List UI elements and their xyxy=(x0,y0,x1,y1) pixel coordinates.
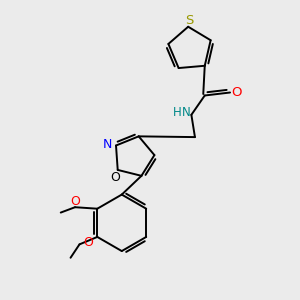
Text: S: S xyxy=(185,14,194,27)
Text: O: O xyxy=(110,171,120,184)
Text: O: O xyxy=(231,86,242,99)
Text: O: O xyxy=(83,236,93,249)
Text: H: H xyxy=(173,106,182,119)
Text: N: N xyxy=(102,137,112,151)
Text: O: O xyxy=(70,195,80,208)
Text: N: N xyxy=(182,106,190,119)
